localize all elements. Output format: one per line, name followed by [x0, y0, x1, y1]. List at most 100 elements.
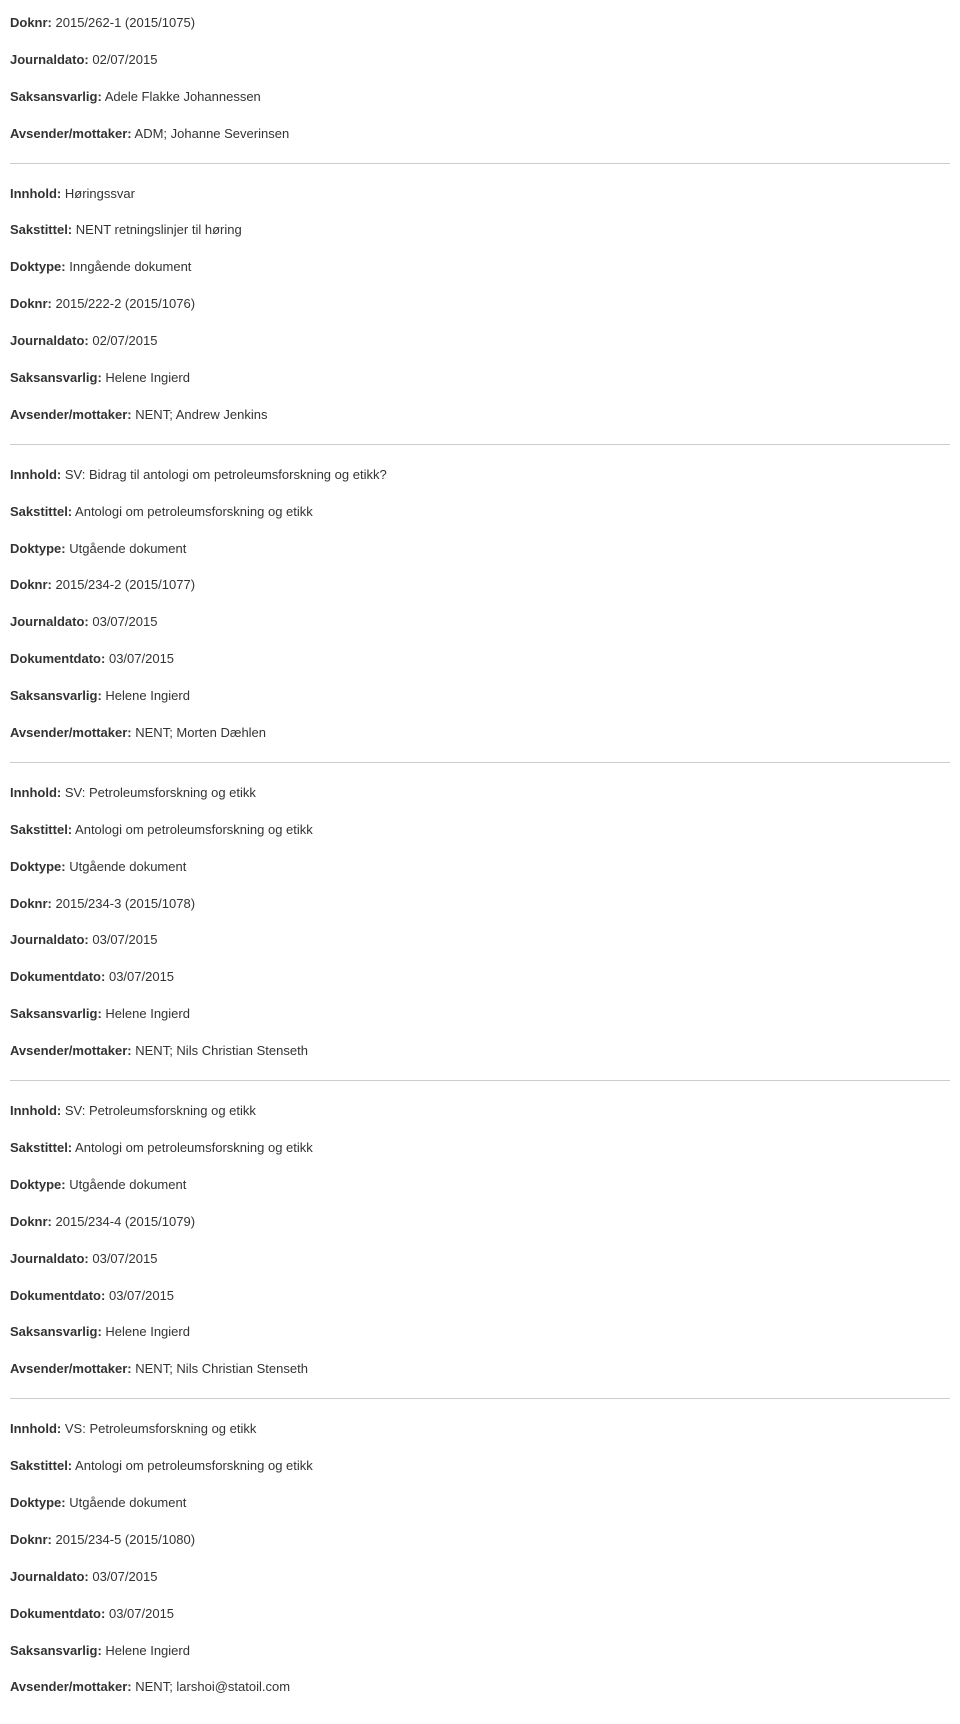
saksansvarlig-label: Saksansvarlig:: [10, 1643, 102, 1658]
dokumentdato-value: 03/07/2015: [109, 1288, 174, 1303]
avsender-field: Avsender/mottaker: NENT; Nils Christian …: [10, 1361, 950, 1378]
sakstittel-label: Sakstittel:: [10, 504, 72, 519]
innhold-field: Innhold: SV: Bidrag til antologi om petr…: [10, 467, 950, 484]
doknr-field: Doknr: 2015/222-2 (2015/1076): [10, 296, 950, 313]
journaldato-value: 02/07/2015: [92, 52, 157, 67]
entry-separator: [10, 1080, 950, 1081]
journaldato-label: Journaldato:: [10, 1251, 89, 1266]
innhold-label: Innhold:: [10, 785, 61, 800]
doknr-label: Doknr:: [10, 15, 52, 30]
saksansvarlig-value: Adele Flakke Johannessen: [105, 89, 261, 104]
journaldato-field: Journaldato: 02/07/2015: [10, 333, 950, 350]
sakstittel-field: Sakstittel: NENT retningslinjer til høri…: [10, 222, 950, 239]
doknr-label: Doknr:: [10, 1532, 52, 1547]
innhold-value: VS: Petroleumsforskning og etikk: [65, 1421, 256, 1436]
saksansvarlig-value: Helene Ingierd: [105, 688, 190, 703]
journal-entry: Innhold: SV: Bidrag til antologi om petr…: [10, 467, 950, 742]
sakstittel-field: Sakstittel: Antologi om petroleumsforskn…: [10, 1140, 950, 1157]
dokumentdato-value: 03/07/2015: [109, 651, 174, 666]
sakstittel-value: NENT retningslinjer til høring: [76, 222, 242, 237]
innhold-value: SV: Bidrag til antologi om petroleumsfor…: [65, 467, 387, 482]
sakstittel-field: Sakstittel: Antologi om petroleumsforskn…: [10, 822, 950, 839]
doktype-value: Utgående dokument: [69, 859, 186, 874]
innhold-field: Innhold: Høringssvar: [10, 186, 950, 203]
journaldato-field: Journaldato: 03/07/2015: [10, 614, 950, 631]
journaldato-value: 03/07/2015: [92, 1251, 157, 1266]
journal-entry: Doknr: 2015/262-1 (2015/1075) Journaldat…: [10, 15, 950, 143]
journaldato-label: Journaldato:: [10, 614, 89, 629]
dokumentdato-label: Dokumentdato:: [10, 969, 105, 984]
journaldato-field: Journaldato: 03/07/2015: [10, 1569, 950, 1586]
entry-separator: [10, 1398, 950, 1399]
sakstittel-label: Sakstittel:: [10, 1140, 72, 1155]
doktype-value: Utgående dokument: [69, 1495, 186, 1510]
innhold-field: Innhold: VS: Petroleumsforskning og etik…: [10, 1421, 950, 1438]
dokumentdato-value: 03/07/2015: [109, 1606, 174, 1621]
saksansvarlig-value: Helene Ingierd: [105, 1324, 190, 1339]
doknr-value: 2015/234-3 (2015/1078): [56, 896, 196, 911]
saksansvarlig-field: Saksansvarlig: Adele Flakke Johannessen: [10, 89, 950, 106]
avsender-field: Avsender/mottaker: NENT; Nils Christian …: [10, 1043, 950, 1060]
doktype-label: Doktype:: [10, 259, 66, 274]
doktype-label: Doktype:: [10, 541, 66, 556]
dokumentdato-label: Dokumentdato:: [10, 1606, 105, 1621]
saksansvarlig-field: Saksansvarlig: Helene Ingierd: [10, 370, 950, 387]
saksansvarlig-value: Helene Ingierd: [105, 1006, 190, 1021]
entry-separator: [10, 163, 950, 164]
journaldato-field: Journaldato: 03/07/2015: [10, 932, 950, 949]
journaldato-label: Journaldato:: [10, 1569, 89, 1584]
doknr-label: Doknr:: [10, 296, 52, 311]
doktype-field: Doktype: Utgående dokument: [10, 1495, 950, 1512]
sakstittel-label: Sakstittel:: [10, 822, 72, 837]
innhold-label: Innhold:: [10, 1421, 61, 1436]
dokumentdato-field: Dokumentdato: 03/07/2015: [10, 969, 950, 986]
saksansvarlig-field: Saksansvarlig: Helene Ingierd: [10, 688, 950, 705]
avsender-value: NENT; Morten Dæhlen: [135, 725, 266, 740]
sakstittel-value: Antologi om petroleumsforskning og etikk: [75, 1140, 313, 1155]
doktype-label: Doktype:: [10, 1177, 66, 1192]
doknr-value: 2015/234-4 (2015/1079): [56, 1214, 196, 1229]
saksansvarlig-label: Saksansvarlig:: [10, 89, 102, 104]
journal-entry: Innhold: VS: Petroleumsforskning og etik…: [10, 1421, 950, 1696]
saksansvarlig-value: Helene Ingierd: [105, 370, 190, 385]
journal-entry: Innhold: Høringssvar Sakstittel: NENT re…: [10, 186, 950, 424]
doktype-field: Doktype: Inngående dokument: [10, 259, 950, 276]
doknr-value: 2015/234-2 (2015/1077): [56, 577, 196, 592]
avsender-field: Avsender/mottaker: NENT; larshoi@statoil…: [10, 1679, 950, 1696]
avsender-label: Avsender/mottaker:: [10, 407, 132, 422]
doktype-value: Inngående dokument: [69, 259, 191, 274]
avsender-value: NENT; Nils Christian Stenseth: [135, 1043, 308, 1058]
avsender-field: Avsender/mottaker: ADM; Johanne Severins…: [10, 126, 950, 143]
saksansvarlig-field: Saksansvarlig: Helene Ingierd: [10, 1006, 950, 1023]
dokumentdato-field: Dokumentdato: 03/07/2015: [10, 1288, 950, 1305]
innhold-value: Høringssvar: [65, 186, 135, 201]
entry-separator: [10, 762, 950, 763]
innhold-label: Innhold:: [10, 186, 61, 201]
saksansvarlig-value: Helene Ingierd: [105, 1643, 190, 1658]
doktype-label: Doktype:: [10, 859, 66, 874]
saksansvarlig-field: Saksansvarlig: Helene Ingierd: [10, 1324, 950, 1341]
avsender-field: Avsender/mottaker: NENT; Morten Dæhlen: [10, 725, 950, 742]
avsender-label: Avsender/mottaker:: [10, 1679, 132, 1694]
saksansvarlig-label: Saksansvarlig:: [10, 1324, 102, 1339]
journaldato-value: 02/07/2015: [92, 333, 157, 348]
avsender-label: Avsender/mottaker:: [10, 1361, 132, 1376]
sakstittel-field: Sakstittel: Antologi om petroleumsforskn…: [10, 504, 950, 521]
doknr-field: Doknr: 2015/234-4 (2015/1079): [10, 1214, 950, 1231]
dokumentdato-value: 03/07/2015: [109, 969, 174, 984]
avsender-value: NENT; larshoi@statoil.com: [135, 1679, 290, 1694]
avsender-value: ADM; Johanne Severinsen: [135, 126, 290, 141]
innhold-label: Innhold:: [10, 1103, 61, 1118]
journaldato-field: Journaldato: 02/07/2015: [10, 52, 950, 69]
dokumentdato-label: Dokumentdato:: [10, 651, 105, 666]
avsender-label: Avsender/mottaker:: [10, 126, 132, 141]
avsender-value: NENT; Nils Christian Stenseth: [135, 1361, 308, 1376]
dokumentdato-field: Dokumentdato: 03/07/2015: [10, 1606, 950, 1623]
doknr-field: Doknr: 2015/234-5 (2015/1080): [10, 1532, 950, 1549]
doktype-field: Doktype: Utgående dokument: [10, 859, 950, 876]
doknr-label: Doknr:: [10, 896, 52, 911]
journaldato-label: Journaldato:: [10, 932, 89, 947]
doknr-value: 2015/234-5 (2015/1080): [56, 1532, 196, 1547]
journaldato-value: 03/07/2015: [92, 932, 157, 947]
entry-separator: [10, 444, 950, 445]
